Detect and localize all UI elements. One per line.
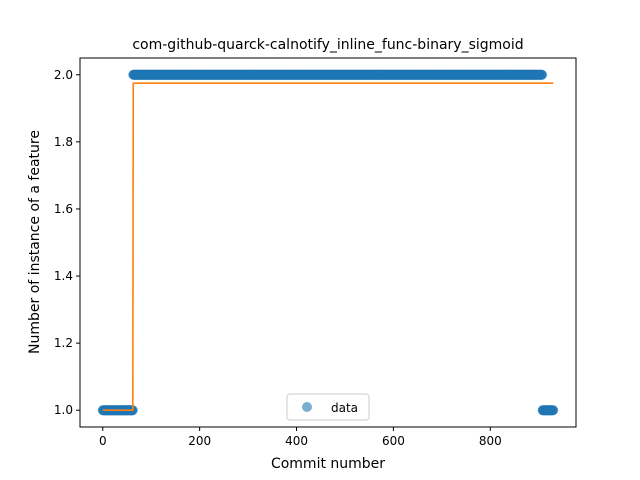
legend-label-data: data (331, 401, 358, 415)
y-axis-label: Number of instance of a feature (27, 130, 43, 354)
y-tick-label: 1.6 (54, 202, 73, 216)
axes-frame (79, 57, 577, 428)
x-tick-label: 0 (99, 434, 107, 448)
plot-area (97, 69, 559, 416)
x-tick-label: 200 (188, 434, 211, 448)
y-tick-label: 1.2 (54, 336, 73, 350)
y-tick-label: 1.8 (54, 135, 73, 149)
axes: 0 200 400 600 800 1.0 1.2 1.4 1.6 1.8 2.0 (54, 68, 502, 448)
y-tick-label: 1.0 (54, 403, 73, 417)
legend-box (286, 393, 370, 421)
y-tick-label: 1.4 (54, 269, 73, 283)
data-point (537, 69, 548, 80)
x-axis-label: Commit number (271, 456, 385, 472)
y-tick-label: 2.0 (54, 68, 73, 82)
x-tick-label: 600 (382, 434, 405, 448)
legend: data (286, 393, 370, 421)
chart-title: com-github-quarck-calnotify_inline_func-… (132, 37, 523, 53)
legend-marker-data (302, 402, 312, 412)
x-tick-label: 400 (285, 434, 308, 448)
fit-line (102, 82, 554, 412)
data-point (548, 405, 559, 416)
x-tick-label: 800 (479, 434, 502, 448)
